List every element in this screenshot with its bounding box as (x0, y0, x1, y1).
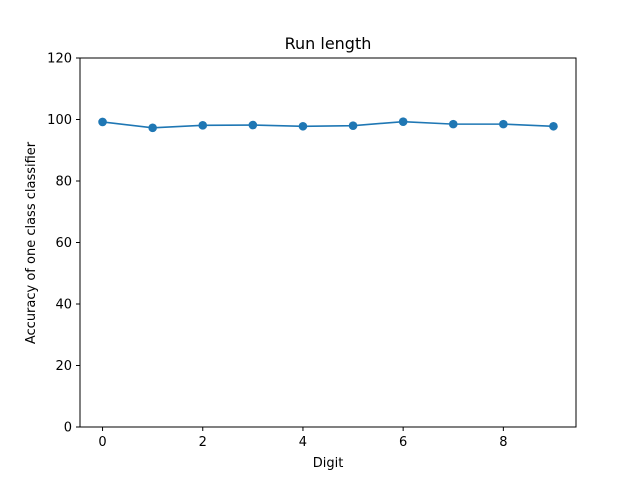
y-tick-label: 20 (55, 359, 72, 374)
x-tick-label: 8 (499, 435, 507, 450)
data-point (248, 120, 258, 130)
x-axis-title: Digit (313, 456, 344, 471)
y-tick-label: 40 (55, 298, 72, 313)
x-tick-label: 4 (299, 435, 307, 450)
y-tick-label: 120 (47, 52, 72, 67)
data-point (98, 117, 107, 127)
data-point (448, 119, 458, 129)
chart-title: Run length (285, 34, 372, 53)
data-point (398, 117, 408, 126)
data-point (499, 119, 508, 129)
y-axis-title: Accuracy of one class classifier (24, 141, 39, 344)
y-tick-label: 60 (55, 236, 72, 251)
data-point (148, 123, 157, 133)
y-tick-label: 0 (64, 421, 72, 436)
data-point (198, 121, 208, 130)
plot-area: 0 20 40 60 80 100 120 0 2 4 6 8 (47, 52, 558, 450)
y-tick-label: 100 (47, 113, 72, 128)
plot-frame (79, 57, 577, 428)
data-point (549, 121, 558, 131)
y-tick-label: 80 (55, 175, 72, 190)
x-tick-label: 0 (98, 435, 106, 450)
data-point (348, 121, 358, 130)
x-tick-label: 2 (199, 435, 207, 450)
x-tick-label: 6 (399, 435, 407, 450)
data-point (298, 121, 308, 131)
series-line (102, 120, 554, 129)
